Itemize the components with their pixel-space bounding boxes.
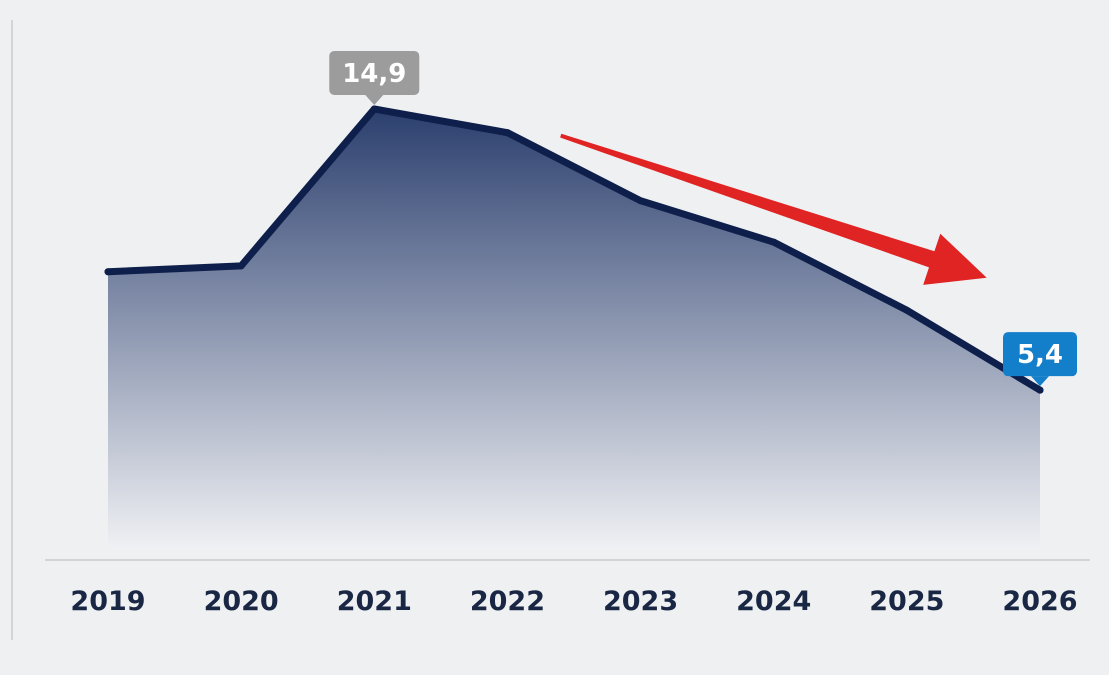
data-point-2025 — [903, 306, 911, 314]
x-tick-label-2023: 2023 — [603, 586, 678, 617]
data-label-text: 14,9 — [342, 59, 406, 89]
data-point-2023 — [637, 197, 645, 205]
x-tick-label-2025: 2025 — [869, 586, 944, 617]
data-label-box — [329, 50, 420, 95]
area-fill — [108, 108, 1040, 551]
data-point-2021 — [370, 105, 378, 113]
data-label-pointer — [365, 94, 384, 105]
data-point-2019 — [104, 268, 112, 276]
x-tick-label-2020: 2020 — [204, 586, 279, 617]
x-tick-label-2019: 2019 — [70, 586, 145, 617]
data-point-2022 — [503, 129, 511, 137]
data-label-2021: 14,9 — [329, 50, 420, 105]
data-label-box — [1003, 332, 1077, 377]
data-point-2024 — [770, 238, 778, 246]
trend-arrow — [560, 133, 987, 285]
data-label-2026: 5,4 — [1003, 332, 1077, 387]
data-point-2020 — [237, 262, 245, 270]
x-tick-label-2024: 2024 — [736, 586, 811, 617]
x-tick-label-2022: 2022 — [470, 586, 545, 617]
series-line — [104, 105, 1044, 394]
data-point-2026 — [1036, 386, 1044, 394]
data-label-text: 5,4 — [1017, 340, 1063, 370]
x-tick-label-2026: 2026 — [1002, 586, 1077, 617]
x-tick-label-2021: 2021 — [337, 586, 412, 617]
data-label-pointer — [1031, 376, 1049, 387]
